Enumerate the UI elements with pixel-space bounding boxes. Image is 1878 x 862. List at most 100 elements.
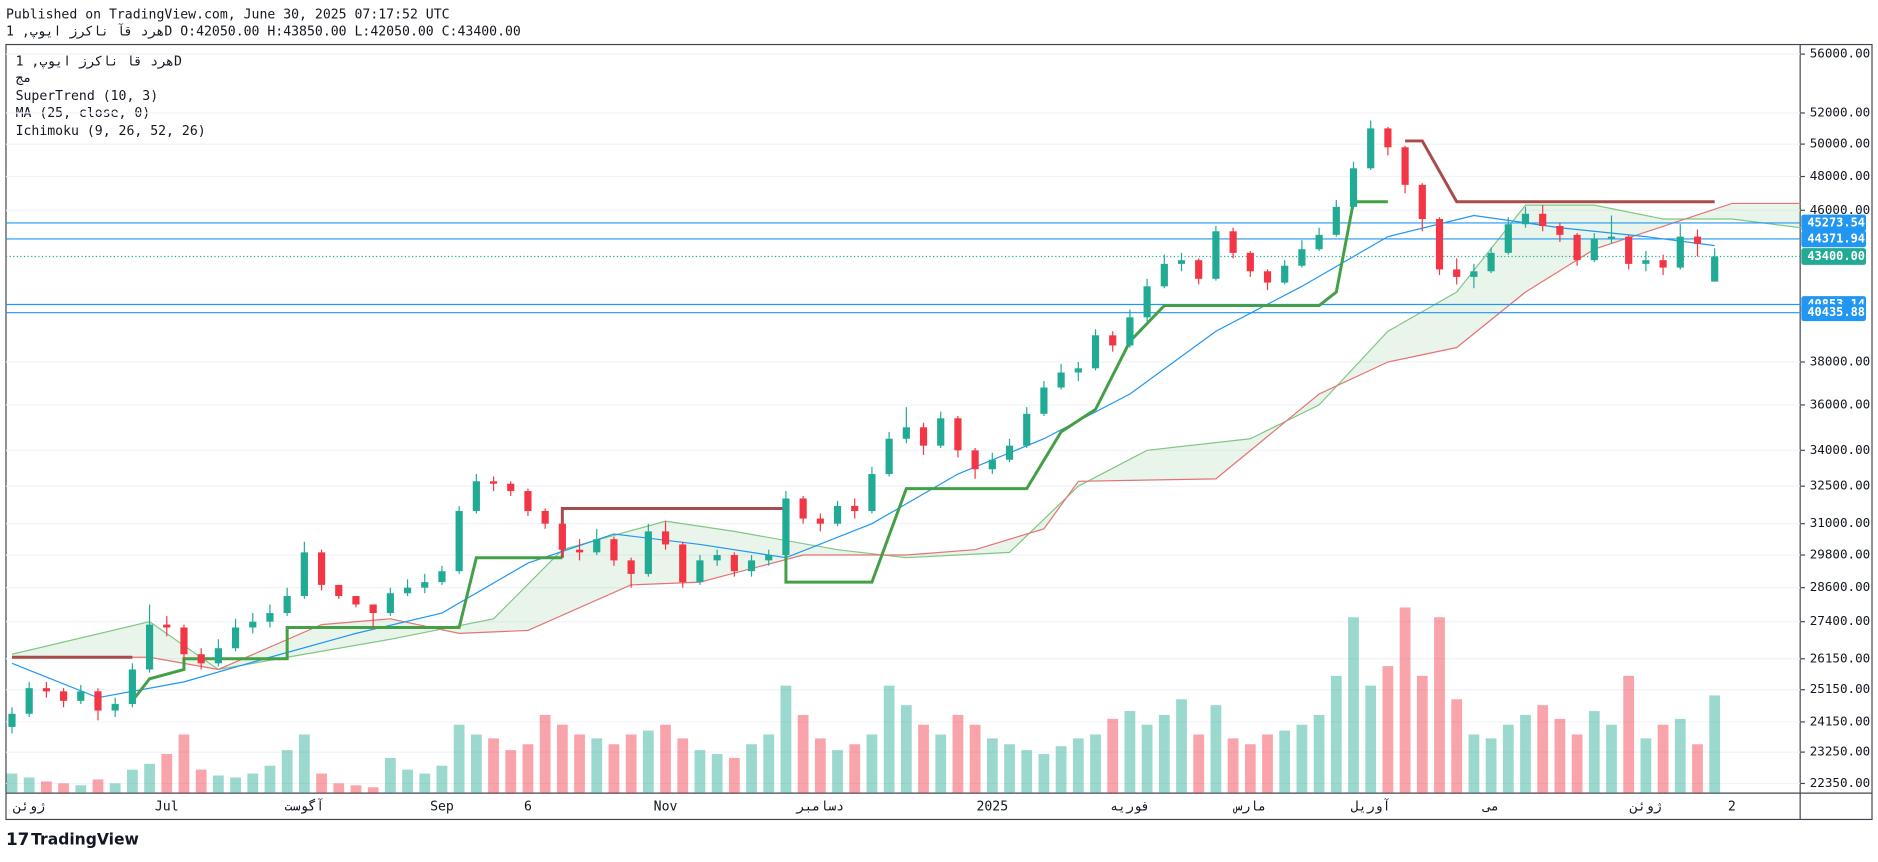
candle-body [524, 491, 532, 511]
x-tick-label: Sep [430, 799, 454, 814]
ohlc-line: هرد قآ ناکرز ایوپ, 1D O:42050.00 H:43850… [6, 22, 521, 39]
candle-body [765, 555, 773, 561]
candle-body [713, 555, 721, 561]
volume-bar [780, 685, 792, 794]
candle-body [94, 691, 102, 711]
volume-bar [40, 781, 52, 794]
candle-body [1091, 335, 1100, 369]
candle-body [1693, 236, 1702, 244]
candle-body [1711, 256, 1719, 282]
candle-body [42, 688, 50, 692]
candle-body [1401, 147, 1409, 185]
candle-body [971, 450, 979, 470]
candle-body [1023, 413, 1031, 446]
candle-body [1160, 263, 1168, 287]
candle-body [1298, 249, 1306, 266]
y-tick-label: 29800.00 [1810, 547, 1871, 562]
candle-body [214, 648, 222, 664]
level-badge [1801, 230, 1867, 248]
candle-body [833, 505, 842, 524]
y-tick-label: 34000.00 [1810, 442, 1871, 457]
volume-bar [935, 734, 947, 794]
volume-bar [1158, 714, 1170, 794]
candle-body [77, 691, 85, 701]
volume-bar [470, 734, 482, 794]
volume-bar [92, 779, 104, 794]
logo: 17 TradingView [6, 829, 139, 849]
volume-bar [625, 734, 637, 794]
volume-bar [436, 765, 448, 794]
frame [5, 43, 1873, 821]
candle-body [472, 481, 480, 511]
candle-body [180, 627, 188, 655]
candle-body [386, 593, 394, 614]
volume-bar [488, 738, 499, 794]
volume-bar [264, 765, 276, 794]
volume-bar [402, 769, 413, 794]
volume-bar [1021, 750, 1033, 794]
volume-bar [58, 783, 69, 794]
y-tick-label: 52000.00 [1810, 104, 1871, 119]
legend-supertrend: SuperTrend (10, 3) [16, 89, 159, 104]
candle-body [1281, 265, 1289, 283]
candle-body [1521, 213, 1530, 225]
candle-body [1435, 218, 1444, 270]
volume-bar [1176, 699, 1187, 794]
candle-body [593, 539, 601, 553]
volume-bar [660, 724, 671, 794]
candle-body [937, 418, 945, 446]
y-tick-label: 26150.00 [1810, 650, 1871, 665]
candle-body [919, 427, 928, 446]
volume-bar [1692, 744, 1703, 794]
candle-body [1332, 206, 1340, 235]
volume-bar [6, 773, 18, 794]
candle-body [610, 539, 618, 561]
supertrend-line [784, 200, 1388, 584]
volume-bar [109, 783, 121, 794]
volume-bar [1434, 617, 1445, 794]
candle-body [816, 518, 824, 524]
volume-bar [195, 769, 207, 794]
candle-body [1229, 231, 1237, 253]
y-tick-label: 56000.00 [1810, 46, 1871, 61]
candle-body [902, 427, 910, 439]
candle-body [369, 604, 377, 614]
x-tick-label: فوریه [1110, 799, 1150, 814]
y-tick-label: 23250.00 [1810, 744, 1871, 759]
candle-body [782, 498, 790, 556]
volume-bar [1141, 724, 1153, 794]
candle-body [954, 418, 962, 451]
candle-body [317, 552, 326, 585]
volume-bar [1399, 607, 1411, 794]
candle-body [885, 438, 893, 475]
volume-bar [1244, 744, 1256, 794]
level-badge [1801, 214, 1867, 232]
volume-bar [316, 773, 327, 794]
volume-bar [75, 785, 87, 794]
volume-bar [1210, 705, 1222, 794]
candle-body [541, 510, 549, 524]
price-axis: 56000.00 52000.00 50000.00 48000.00 46000.00… [1800, 46, 1870, 790]
candle-body [266, 613, 274, 622]
volume-bar [1124, 711, 1136, 794]
volume-bar [1382, 666, 1394, 794]
y-tick-label: 36000.00 [1810, 396, 1871, 411]
ma-line [11, 214, 1715, 699]
volume-bar [1640, 738, 1652, 794]
volume-bar [1313, 714, 1325, 794]
volume-bar [144, 763, 155, 794]
volume-bar [1468, 734, 1480, 794]
volume-bar [161, 754, 173, 794]
volume-bar [1709, 695, 1721, 794]
candle-body [1590, 238, 1598, 261]
x-tick-label: دسامبر [795, 799, 845, 814]
volume-bar [1571, 734, 1583, 794]
candle-body [128, 669, 136, 705]
volume-bar [384, 757, 396, 794]
x-tick-label: مارس [1232, 799, 1266, 814]
level-label: 45273.54 [1807, 215, 1865, 229]
volume-bar [591, 738, 603, 794]
candle-body [300, 552, 308, 597]
volume-bar [556, 724, 568, 794]
